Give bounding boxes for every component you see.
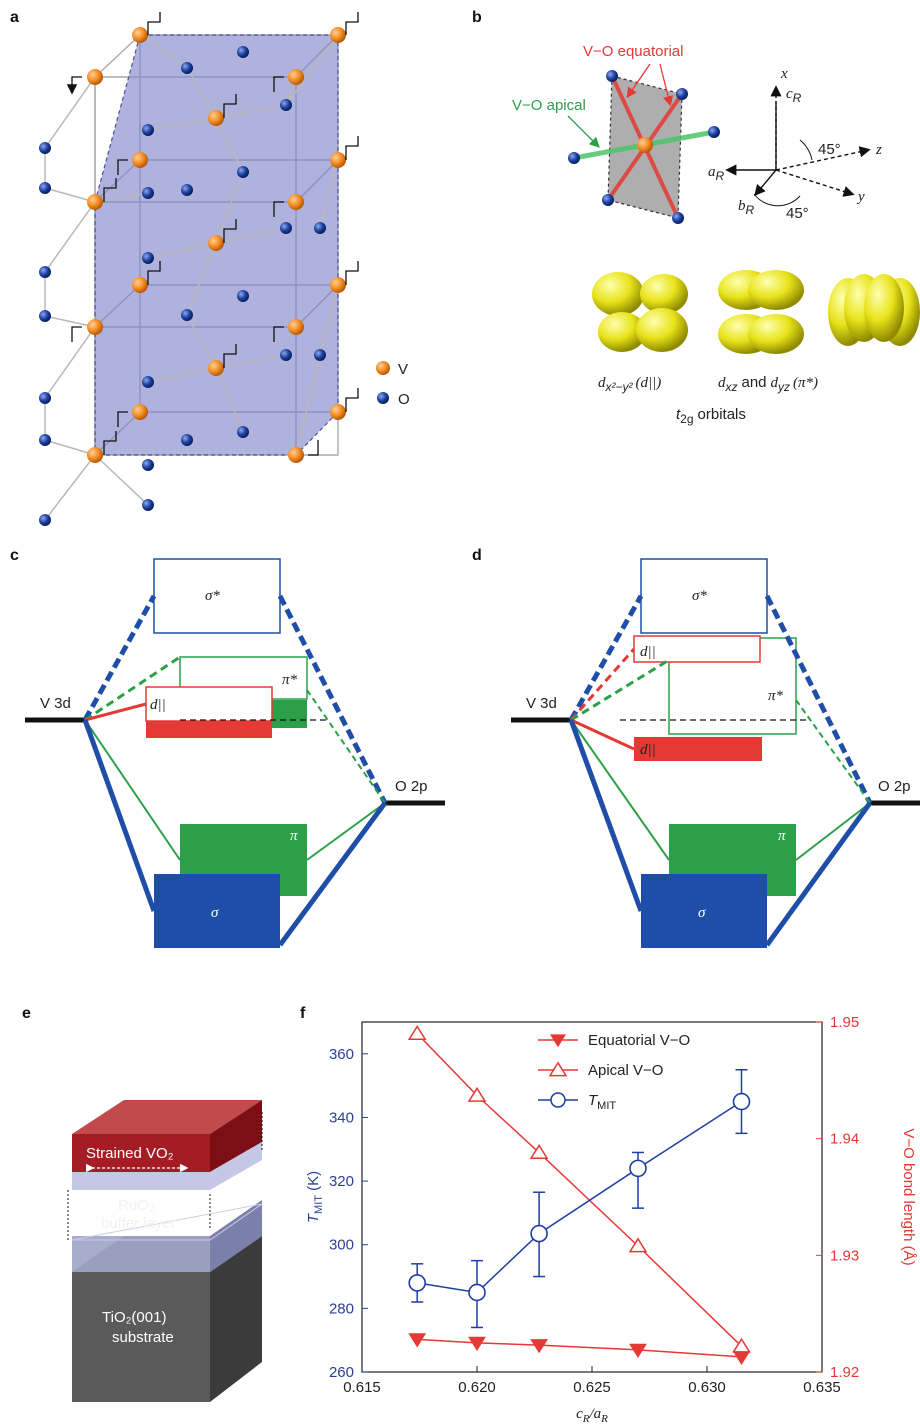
e-layer-tio2: TiO₂(001)	[102, 1309, 166, 1326]
y-left-tick-label: 360	[329, 1046, 354, 1063]
d-level-o2p: O 2p	[878, 778, 911, 795]
y-right-tick-label: 1.95	[830, 1014, 859, 1031]
c-sigma-star: σ*	[205, 588, 220, 604]
point-tmit	[732, 1092, 751, 1111]
y-left-tick-label: 340	[329, 1109, 354, 1126]
point-equatorial	[530, 1339, 549, 1354]
e-layer-ruo2: RuO₂	[118, 1197, 155, 1214]
x-axis-label: cR/aR	[576, 1406, 608, 1424]
point-equatorial	[408, 1333, 427, 1348]
d-sigma: σ	[698, 905, 706, 921]
panel-label-c: c	[10, 547, 19, 564]
legend-v-marker	[376, 361, 390, 375]
point-tmit	[408, 1274, 427, 1292]
x-tick-label: 0.620	[458, 1379, 496, 1396]
crystal-structure: V O	[39, 12, 410, 526]
axis-ar-label: aR	[708, 164, 725, 183]
point-tmit	[629, 1159, 647, 1178]
panel-label-f: f	[300, 1005, 306, 1022]
point-equatorial	[468, 1336, 486, 1351]
y-left-tick-label: 300	[329, 1237, 354, 1254]
legend-label-tmit: TMIT	[588, 1092, 616, 1112]
c-sigma: σ	[211, 905, 219, 921]
point-apical	[732, 1337, 751, 1353]
e-layer-substrate: substrate	[112, 1329, 174, 1346]
series-line-equatorial	[417, 1338, 742, 1358]
x-tick-label: 0.625	[573, 1379, 611, 1396]
c-level-o2p: O 2p	[395, 778, 428, 795]
e-layer-vo2: Strained VO₂	[86, 1145, 174, 1162]
film-stack-diagram: Strained VO₂ RuO₂ buffer layer TiO₂(001)…	[67, 1100, 263, 1402]
axis-cr-label: cR	[786, 86, 802, 105]
y-right-tick-label: 1.93	[830, 1247, 859, 1264]
d-pi-star: π*	[768, 688, 784, 704]
legend-v-label: V	[398, 361, 408, 378]
axis-y-label: y	[856, 189, 865, 205]
d-d-parallel-bottom: d||	[640, 742, 656, 758]
legend-marker-tmit	[550, 1092, 566, 1108]
t2g-orbitals-label: t2g orbitals	[676, 406, 746, 426]
series-line-tmit	[417, 1100, 742, 1294]
point-apical	[467, 1086, 487, 1102]
x-tick-label: 0.635	[803, 1379, 841, 1396]
d-level-v3d: V 3d	[526, 695, 557, 712]
label-vo-equatorial: V−O equatorial	[583, 43, 683, 60]
tmit-bond-length-chart: 0.615 0.620 0.625 0.630 0.635 260 280 300 320 340…	[305, 1014, 917, 1424]
point-tmit	[530, 1224, 548, 1243]
y-left-tick-label: 280	[329, 1300, 354, 1317]
label-vo-apical: V−O apical	[512, 97, 586, 114]
y-left-tick-label: 260	[329, 1364, 354, 1381]
point-apical	[628, 1237, 648, 1253]
point-apical	[529, 1144, 549, 1160]
point-equatorial	[732, 1350, 751, 1365]
angle-label-2: 45°	[786, 205, 809, 222]
x-tick-label: 0.615	[343, 1379, 381, 1396]
d-pi: π	[778, 828, 786, 844]
x-tick-label: 0.630	[688, 1379, 726, 1396]
panel-label-e: e	[22, 1005, 31, 1022]
orbital-images: dx²−y² (d||) dxz and dyz (π*) t2g orbitals	[592, 270, 920, 426]
orbital-label-dxz-dyz: dxz and dyz (π*)	[718, 374, 818, 394]
legend-o-marker	[377, 392, 389, 404]
d-d-parallel-top: d||	[640, 644, 656, 660]
point-equatorial	[629, 1343, 647, 1358]
d-sigma-star: σ*	[692, 588, 707, 604]
series-line-apical	[416, 1033, 743, 1347]
c-d-parallel: d||	[150, 697, 166, 713]
y-right-tick-label: 1.94	[830, 1131, 859, 1148]
angle-label-1: 45°	[818, 141, 841, 158]
point-apical	[407, 1025, 427, 1041]
y-right-tick-label: 1.92	[830, 1364, 859, 1381]
legend-o-label: O	[398, 391, 410, 408]
panel-label-b: b	[472, 9, 482, 26]
panel-label-d: d	[472, 547, 482, 564]
y-right-axis-label: V−O bond length (Å)	[900, 1128, 917, 1265]
energy-diagram-d: V 3d O 2p σ* π* d|| d|| π σ	[511, 558, 920, 948]
c-level-v3d: V 3d	[40, 695, 71, 712]
c-pi: π	[290, 828, 298, 844]
legend-label-apical: Apical V−O	[588, 1062, 663, 1079]
axis-br-label: bR	[738, 198, 755, 217]
axis-x-label: x	[780, 66, 788, 82]
y-left-tick-label: 320	[329, 1173, 354, 1190]
e-layer-buffer: buffer layer	[101, 1215, 176, 1232]
axis-z-label: z	[875, 142, 882, 158]
legend-marker-equatorial	[550, 1034, 566, 1048]
y-left-axis-label: TMIT (K)	[305, 1171, 325, 1223]
energy-diagram-c: V 3d O 2p σ* π* d|| π σ	[25, 558, 445, 948]
legend-marker-apical	[548, 1061, 568, 1077]
panel-label-a: a	[10, 9, 19, 26]
legend-label-equatorial: Equatorial V−O	[588, 1032, 690, 1049]
octahedron-diagram: V−O equatorial V−O apical x cR aR bR z y…	[512, 43, 882, 224]
c-pi-star: π*	[282, 672, 298, 688]
orbital-label-dx2y2: dx²−y² (d||)	[598, 375, 661, 394]
point-tmit	[468, 1283, 486, 1302]
